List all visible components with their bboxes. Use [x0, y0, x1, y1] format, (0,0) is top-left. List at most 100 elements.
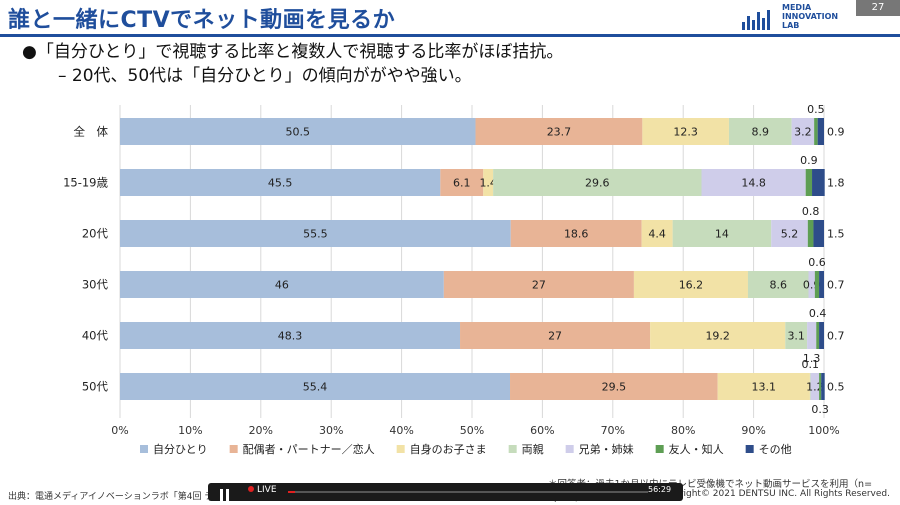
bullet-main: ●「自分ひとり」で視聴する比率と複数人で視聴する比率がほぼ拮抗。	[22, 42, 564, 62]
data-label: 0.5	[807, 103, 825, 116]
data-label: 3.1	[787, 330, 805, 343]
media-innovation-lab-logo: MEDIA INNOVATION LAB	[742, 3, 852, 30]
live-indicator: LIVE	[248, 485, 277, 495]
bar-segment	[814, 271, 820, 298]
bar-segment	[483, 169, 494, 196]
player-timestamp: 56:29	[648, 485, 672, 494]
header-divider	[0, 34, 900, 37]
data-label: 5.2	[781, 228, 799, 241]
legend-label: 自身のお子さま	[410, 442, 487, 456]
bar-segment	[510, 373, 718, 400]
live-dot-icon	[248, 486, 254, 492]
bar-segment	[717, 373, 810, 400]
x-tick-label: 30%	[319, 424, 343, 437]
bar-segment	[819, 271, 824, 298]
category-label: 50代	[82, 380, 109, 394]
data-label: 29.6	[585, 177, 610, 190]
legend-label: 自分ひとり	[153, 443, 208, 456]
data-label: 0.7	[827, 330, 845, 343]
bar-segment	[807, 220, 814, 247]
page-number: 27	[856, 0, 900, 16]
data-label: 0.8	[802, 205, 820, 218]
data-label: 48.3	[278, 330, 303, 343]
data-label: 16.2	[679, 279, 704, 292]
data-label: 1.4	[479, 177, 497, 190]
bar-segment	[641, 220, 673, 247]
bar-segment	[510, 220, 642, 247]
data-label: 29.5	[602, 381, 627, 394]
data-label: 12.3	[673, 126, 698, 139]
data-label: 0.4	[809, 307, 827, 320]
copyright-text: Copyright© 2021 DENTSU INC. All Rights R…	[656, 489, 890, 499]
x-tick-label: 10%	[178, 424, 202, 437]
page-title: 誰と一緒にCTVでネット動画を見るか	[8, 8, 396, 33]
category-label: 全 体	[74, 125, 109, 139]
bar-segment	[701, 169, 806, 196]
data-label: 27	[548, 330, 562, 343]
data-label: 0.3	[811, 403, 829, 416]
data-label: 55.5	[303, 228, 328, 241]
bar-segment	[120, 220, 511, 247]
data-label: 0.7	[827, 279, 845, 292]
data-label: 1.3	[803, 352, 821, 365]
legend-label: その他	[759, 443, 792, 456]
bar-segment	[460, 322, 651, 349]
x-tick-label: 40%	[389, 424, 413, 437]
bar-segment	[809, 373, 811, 400]
legend-swatch	[508, 445, 517, 453]
bar-segment	[747, 271, 809, 298]
bar-segment	[816, 322, 820, 349]
bar-segment	[819, 322, 824, 349]
logo-bars-icon	[742, 10, 772, 30]
legend-swatch	[140, 445, 148, 453]
legend-label: 両親	[522, 443, 544, 456]
legend-swatch	[396, 445, 405, 453]
bar-segment	[493, 169, 702, 196]
data-label: 0.5	[827, 381, 845, 394]
category-label: 40代	[82, 329, 109, 343]
category-label: 20代	[82, 227, 109, 241]
data-label: 19.2	[705, 330, 730, 343]
legend-label: 友人・知人	[669, 442, 724, 456]
bar-segment	[813, 220, 824, 247]
category-label: 30代	[82, 278, 109, 292]
bar-segment	[805, 169, 813, 196]
bar-segment	[475, 118, 643, 145]
pause-button[interactable]	[220, 486, 232, 501]
logo-text-line1: MEDIA	[782, 3, 812, 12]
progress-fill	[288, 491, 296, 493]
bar-segment	[808, 271, 815, 298]
bullet-sub: – 20代、50代は「自分ひとり」の傾向ががやや強い。	[58, 66, 472, 86]
category-label: 15-19歳	[63, 176, 108, 190]
data-label: 55.4	[303, 381, 328, 394]
source-text: 出典：電通メディアイノベーションラボ「第4回 テレビ受像機でのネット動画視聴に関…	[8, 492, 403, 502]
legend-swatch	[229, 445, 238, 453]
bar-segment	[812, 169, 825, 196]
data-label: 13.1	[752, 381, 777, 394]
data-label: 1.8	[827, 177, 845, 190]
bar-segment	[807, 322, 817, 349]
legend-label: 配偶者・パートナー／恋人	[243, 442, 375, 456]
bar-segment	[814, 118, 818, 145]
bar-segment	[791, 118, 815, 145]
logo-text-line2: INNOVATION	[782, 12, 839, 21]
data-label: 14	[715, 228, 729, 241]
x-tick-label: 70%	[601, 424, 625, 437]
bar-segment	[672, 220, 772, 247]
x-tick-label: 80%	[671, 424, 695, 437]
x-tick-label: 50%	[460, 424, 484, 437]
bullet-list: ●「自分ひとり」で視聴する比率と複数人で視聴する比率がほぼ拮抗。 – 20代、5…	[22, 40, 563, 88]
progress-track[interactable]	[288, 491, 648, 493]
logo-text-line3: LAB	[782, 21, 800, 30]
bar-segment	[642, 118, 729, 145]
video-player-bar[interactable]: LIVE 56:29	[208, 483, 683, 501]
data-label: 1.5	[827, 228, 845, 241]
data-label: 8.6	[769, 279, 787, 292]
x-tick-label: 0%	[111, 424, 128, 437]
pause-icon	[220, 489, 223, 501]
data-label: 3.2	[794, 126, 812, 139]
data-label: 27	[532, 279, 546, 292]
bar-segment	[633, 271, 748, 298]
bar-segment	[785, 322, 808, 349]
bar-segment	[650, 322, 786, 349]
